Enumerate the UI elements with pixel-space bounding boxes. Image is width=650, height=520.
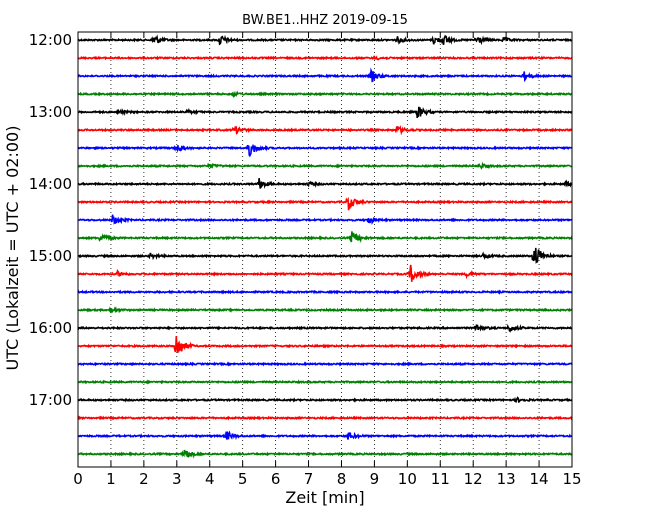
trace-line — [77, 196, 573, 211]
x-tick-labels: 0 1 2 3 4 5 6 7 8 9 10 11 12 13 14 15 — [73, 470, 581, 488]
trace-line — [77, 161, 573, 170]
trace-line — [77, 396, 573, 404]
x-tick-label: 0 — [73, 470, 83, 488]
trace-line — [77, 247, 573, 264]
trace-line — [77, 361, 573, 367]
trace-line — [77, 124, 573, 136]
x-tick-label: 5 — [238, 470, 248, 488]
trace-line — [77, 231, 573, 244]
x-axis-label: Zeit [min] — [285, 488, 364, 507]
trace-line — [77, 264, 573, 282]
chart-title: BW.BE1..HHZ 2019-09-15 — [242, 13, 408, 28]
y-tick-label: 12:00 — [29, 31, 72, 49]
x-tick-label: 12 — [464, 470, 483, 488]
trace-line — [77, 289, 573, 295]
trace-line — [77, 415, 573, 421]
trace-line — [77, 379, 573, 385]
y-axis-label: UTC (Lokalzeit = UTC + 02:00) — [3, 126, 22, 371]
x-tick-label: 15 — [562, 470, 581, 488]
y-tick-label: 15:00 — [29, 247, 72, 265]
x-tick-label: 1 — [106, 470, 116, 488]
x-tick-label: 14 — [530, 470, 549, 488]
x-tick-label: 13 — [497, 470, 516, 488]
axis-ticks — [77, 32, 573, 467]
trace-line — [77, 55, 573, 61]
trace-line — [77, 34, 573, 46]
vertical-grid — [110, 32, 540, 467]
trace-line — [77, 67, 573, 83]
trace-line — [77, 214, 573, 225]
x-tick-label: 6 — [271, 470, 281, 488]
y-tick-label: 17:00 — [29, 391, 72, 409]
trace-line — [77, 324, 573, 333]
y-tick-labels: 12:00 13:00 14:00 15:00 16:00 17:00 — [29, 31, 72, 409]
trace-line — [77, 306, 573, 314]
x-tick-label: 7 — [304, 470, 314, 488]
x-tick-label: 3 — [172, 470, 182, 488]
trace-line — [77, 178, 573, 190]
y-tick-label: 16:00 — [29, 319, 72, 337]
x-tick-label: 8 — [337, 470, 347, 488]
y-tick-label: 13:00 — [29, 103, 72, 121]
y-tick-label: 14:00 — [29, 175, 72, 193]
plot-frame — [77, 31, 573, 468]
trace-line — [77, 336, 573, 353]
x-tick-label: 2 — [139, 470, 149, 488]
x-tick-label: 4 — [205, 470, 215, 488]
x-tick-label: 9 — [370, 470, 380, 488]
trace-line — [77, 430, 573, 441]
trace-line — [77, 143, 573, 158]
trace-line — [77, 106, 573, 118]
trace-line — [77, 90, 573, 98]
trace-line — [77, 449, 573, 459]
x-tick-label: 10 — [398, 470, 417, 488]
seismic-traces — [77, 34, 573, 459]
x-tick-label: 11 — [431, 470, 450, 488]
